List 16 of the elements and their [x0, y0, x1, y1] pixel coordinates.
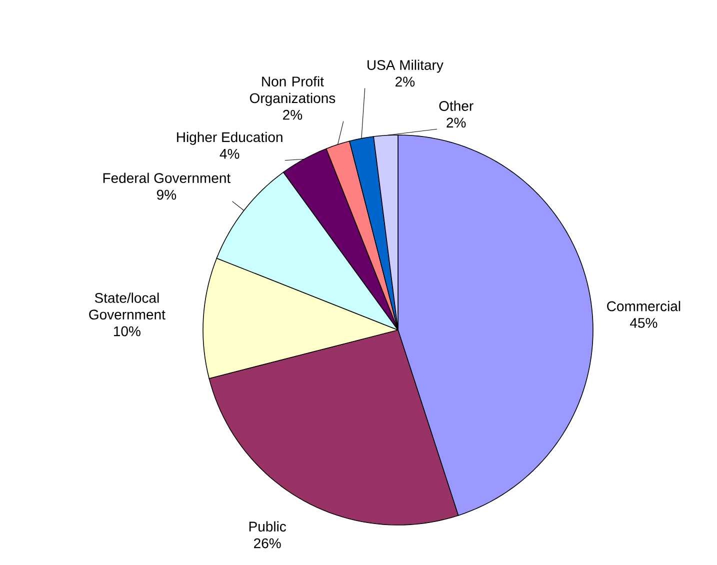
data-label: 2% — [446, 118, 466, 128]
slice-label: Higher Education — [177, 132, 282, 145]
data-label: 26% — [254, 538, 281, 548]
slice-label: Public — [249, 521, 286, 532]
slice-label: Other — [439, 100, 474, 111]
data-label: 4% — [220, 148, 240, 159]
slice-label: USA Military — [368, 60, 444, 73]
slice-label: State/local Government — [89, 292, 166, 320]
data-label: 45% — [630, 318, 658, 328]
slice-label: Commercial — [607, 300, 680, 312]
data-label: 2% — [396, 76, 415, 87]
data-label: 2% — [283, 110, 302, 120]
data-label: 9% — [156, 190, 176, 200]
slice-label: Non Profit Organizations — [250, 76, 336, 106]
data-label: 10% — [114, 326, 140, 336]
slice-label: Federal Government — [103, 172, 231, 184]
